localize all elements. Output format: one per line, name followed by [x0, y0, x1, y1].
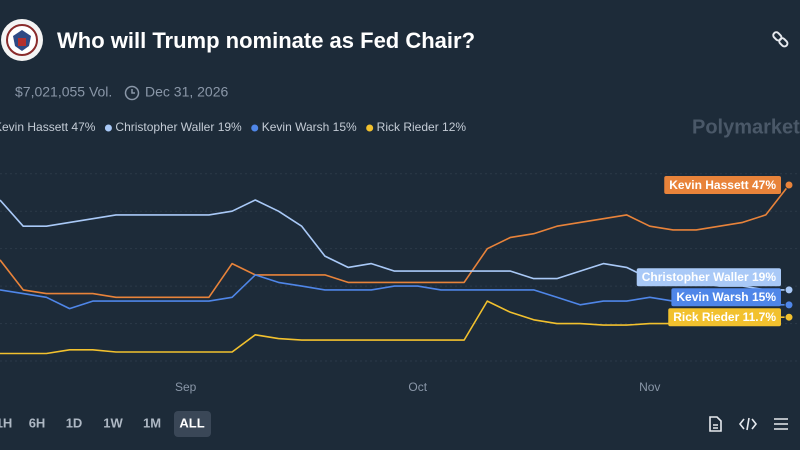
end-label-text: Christopher Waller 19%: [642, 270, 777, 284]
end-label-bg: [668, 308, 781, 327]
end-label-value: 47%: [752, 178, 776, 192]
icons[interactable]: [709, 416, 788, 432]
end-dot: [784, 312, 794, 322]
series-line: [0, 184, 790, 299]
end-label-value: 11.7%: [743, 310, 777, 324]
x-tick-label: Nov: [639, 380, 660, 394]
active-range-bg: [174, 411, 211, 437]
range-button[interactable]: 1D: [66, 415, 83, 430]
end-label-text: Kevin Warsh 15%: [676, 290, 776, 304]
range-button[interactable]: ALL: [179, 415, 204, 430]
legend-entry: Kevin Hassett 47%: [0, 120, 96, 134]
link-icon[interactable]: [772, 31, 789, 48]
end-label: Kevin Warsh 15%: [671, 288, 781, 307]
legend-name: Rick Rieder: [377, 120, 439, 134]
end-label-text: Rick Rieder 11.7%: [673, 310, 776, 324]
legend-name: Christopher Waller: [115, 120, 214, 134]
legend-dot: [366, 124, 374, 132]
end-label-value: 19%: [752, 270, 776, 284]
range-button[interactable]: 1H: [0, 415, 12, 430]
end-label-name: Kevin Hassett: [669, 178, 748, 192]
end-label-name: Christopher Waller: [642, 270, 749, 284]
end-dot: [784, 300, 794, 310]
legend-value: 47%: [71, 120, 95, 134]
legend-value: 15%: [333, 120, 357, 134]
end-label-value: 15%: [752, 290, 776, 304]
legend-name: Kevin Hassett: [0, 120, 69, 134]
range-button[interactable]: 6H: [29, 415, 46, 430]
legend-entry: Christopher Waller 19%: [115, 120, 242, 134]
legend-name: Kevin Warsh: [262, 120, 330, 134]
end-label: Rick Rieder 11.7%: [668, 308, 781, 327]
end-label: Christopher Waller 19%: [636, 268, 781, 287]
end-label-bg: [636, 268, 781, 287]
legend-entry: Rick Rieder 12%: [377, 120, 467, 134]
end-label-name: Kevin Warsh: [676, 290, 748, 304]
x-tick-label: Sep: [175, 380, 197, 394]
watermark: Polymarket: [692, 116, 800, 138]
seal-icon: [1, 19, 43, 61]
end-label-bg: [671, 288, 781, 307]
end-label-name: Rick Rieder: [673, 310, 739, 324]
series-line: [0, 274, 789, 310]
end-label-bg: [664, 175, 781, 194]
end-label: Kevin Hassett 47%: [664, 175, 781, 194]
volume: $7,021,055 Vol.: [15, 84, 112, 100]
clock-icon: [124, 85, 140, 101]
legend-value: 12%: [442, 120, 466, 134]
x-tick-label: Oct: [408, 380, 427, 394]
legend-dot: [251, 124, 259, 132]
title: Who will Trump nominate as Fed Chair?: [57, 28, 475, 53]
legend-value: 19%: [218, 120, 242, 134]
end-dot: [784, 180, 794, 190]
end-dot: [784, 285, 794, 295]
legend-entry: Kevin Warsh 15%: [262, 120, 357, 134]
legend-dot: [104, 124, 112, 132]
series-line: [0, 300, 789, 355]
range-button[interactable]: 1M: [143, 415, 161, 430]
end-date: Dec 31, 2026: [145, 84, 228, 100]
end-label-text: Kevin Hassett 47%: [669, 178, 776, 192]
range-button[interactable]: 1W: [103, 415, 123, 430]
